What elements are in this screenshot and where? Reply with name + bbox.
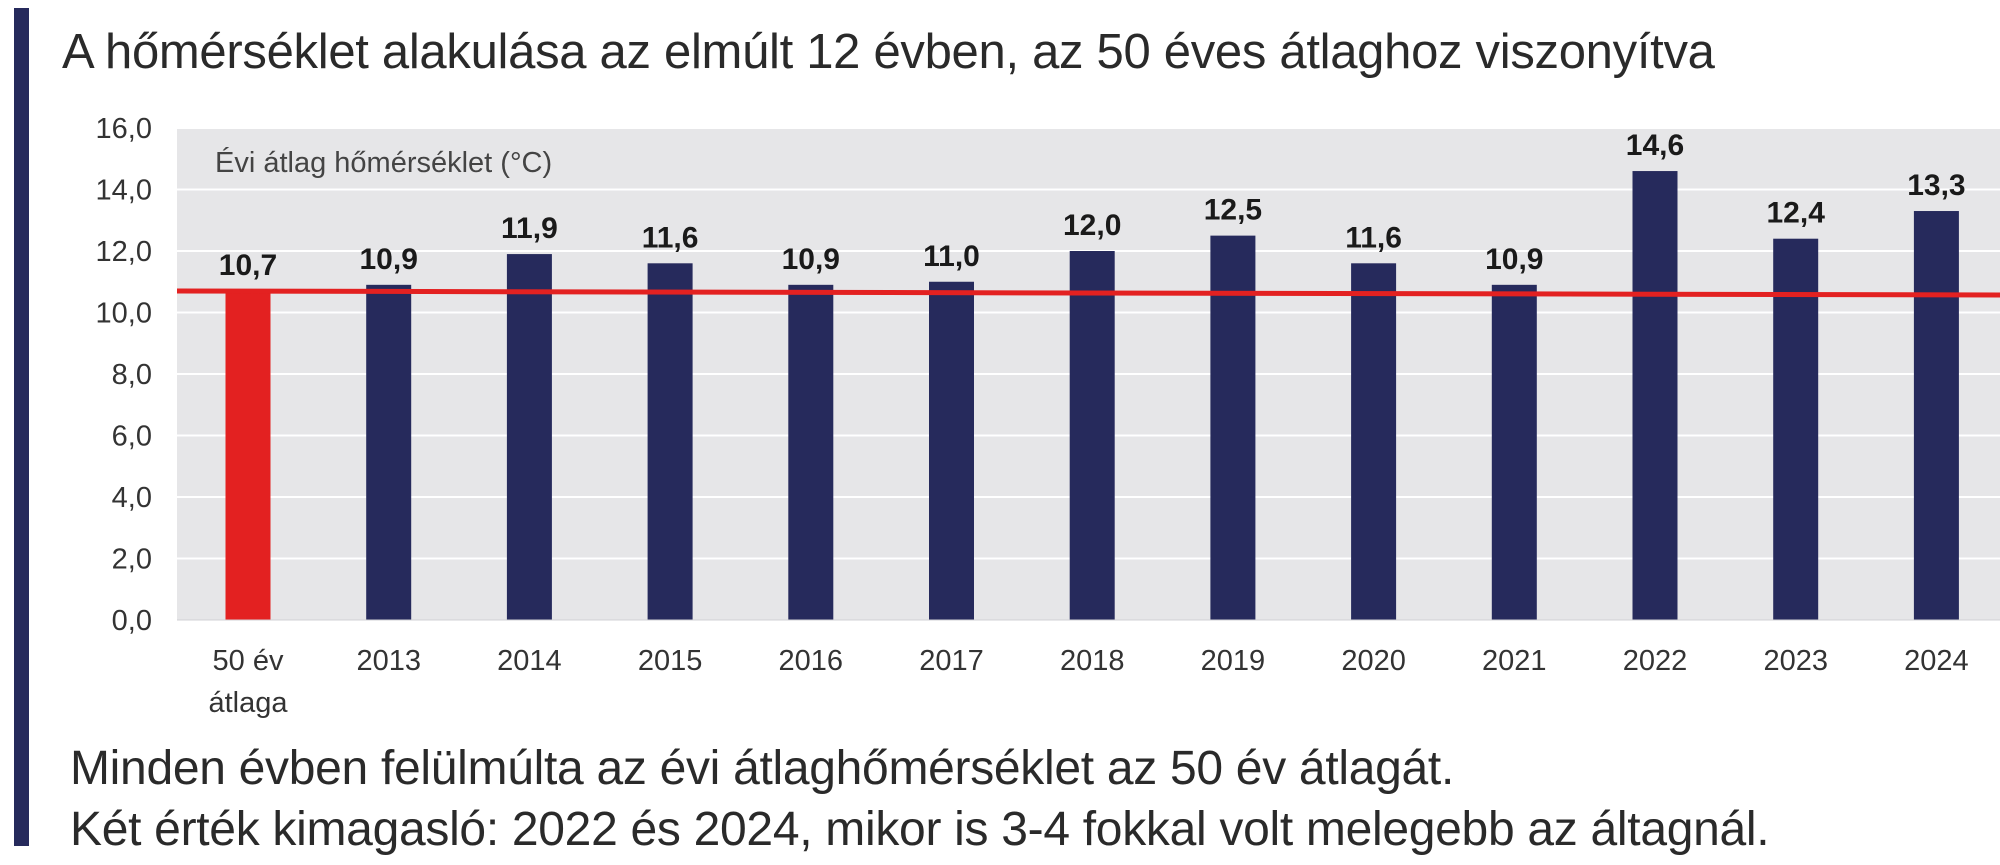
bar — [225, 290, 271, 620]
bar — [1913, 211, 1959, 620]
x-tick-label: 50 év — [213, 645, 284, 677]
data-label: 12,5 — [1204, 194, 1262, 227]
data-label: 10,9 — [1485, 243, 1543, 276]
y-tick-label: 6,0 — [112, 421, 152, 453]
data-label: 11,6 — [642, 221, 699, 254]
data-label: 12,4 — [1767, 197, 1826, 230]
y-tick-label: 4,0 — [112, 482, 152, 514]
data-label: 13,3 — [1907, 169, 1965, 202]
x-tick-label: 2020 — [1341, 645, 1406, 677]
y-tick-label: 10,0 — [96, 298, 152, 330]
x-tick-label: 2021 — [1482, 645, 1547, 677]
x-tick-label: 2013 — [356, 645, 421, 677]
footnote-line-1: Minden évben felülmúlta az évi átlaghőmé… — [70, 742, 1454, 795]
x-tick-label: 2016 — [779, 645, 844, 677]
bar — [1491, 284, 1537, 620]
data-label: 11,6 — [1345, 221, 1402, 254]
y-tick-label: 12,0 — [96, 236, 152, 268]
data-label: 10,7 — [219, 249, 277, 282]
data-label: 10,9 — [782, 243, 840, 276]
y-tick-label: 14,0 — [96, 175, 152, 207]
footnote-line-2: Két érték kimagasló: 2022 és 2024, mikor… — [70, 803, 1770, 856]
chart-title: A hőmérséklet alakulása az elmúlt 12 évb… — [62, 25, 1715, 79]
x-tick-label: 2023 — [1763, 645, 1828, 677]
x-tick-label: 2024 — [1904, 645, 1969, 677]
x-tick-label: 2018 — [1060, 645, 1125, 677]
x-tick-label: 2017 — [919, 645, 984, 677]
reference-line — [176, 288, 2000, 298]
bar — [366, 284, 412, 620]
x-tick-label: 2022 — [1623, 645, 1688, 677]
inner-axis-label: Évi átlag hőmérséklet (°C) — [215, 146, 552, 179]
x-tick-label: 2014 — [497, 645, 562, 677]
bar — [1351, 263, 1397, 620]
bar-chart: 0,0 2,0 4,0 6,0 8,0 10,0 12,0 14,0 16,0 Évi átlag… — [96, 113, 2000, 719]
accent-bar — [14, 8, 29, 846]
y-tick-label: 8,0 — [112, 359, 152, 391]
data-label: 11,0 — [923, 240, 980, 273]
footnotes: Minden évben felülmúlta az évi átlaghőmé… — [70, 738, 1770, 860]
bar — [647, 263, 693, 620]
bar — [1069, 251, 1115, 620]
bar — [788, 284, 834, 620]
x-tick-label: átlaga — [208, 687, 288, 719]
y-tick-label: 16,0 — [96, 113, 152, 145]
y-tick-label: 0,0 — [112, 605, 152, 637]
bar — [1773, 238, 1819, 620]
data-label: 12,0 — [1063, 209, 1121, 242]
bar — [506, 254, 552, 620]
x-tick-label: 2019 — [1201, 645, 1266, 677]
y-tick-label: 2,0 — [112, 544, 152, 576]
data-label: 14,6 — [1626, 129, 1684, 162]
bar — [929, 281, 974, 620]
x-tick-label: 2015 — [638, 645, 703, 677]
data-label: 10,9 — [360, 243, 418, 276]
bar — [1210, 235, 1256, 620]
data-label: 11,9 — [501, 212, 558, 245]
bar — [1632, 171, 1678, 621]
